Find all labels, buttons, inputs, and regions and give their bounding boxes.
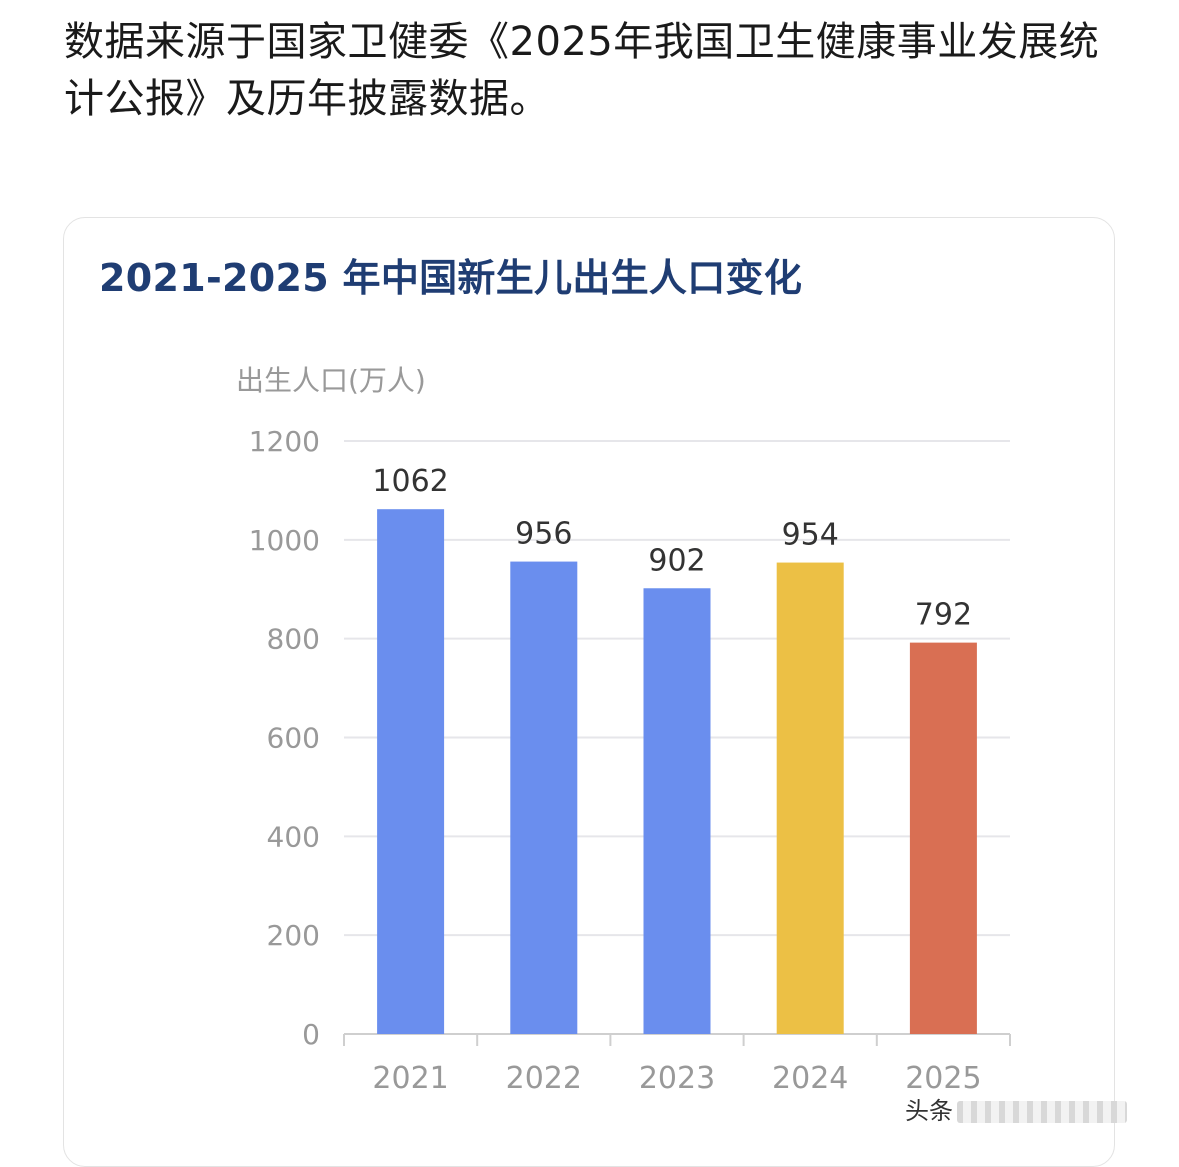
chart-title: 2021-2025 年中国新生儿出生人口变化 <box>99 256 803 300</box>
watermark-blur <box>957 1101 1127 1123</box>
data-label: 1062 <box>372 464 448 499</box>
watermark-text: 头条 <box>905 1097 953 1125</box>
y-tick-label: 800 <box>267 623 320 656</box>
bar <box>643 588 711 1034</box>
data-label: 902 <box>648 543 705 578</box>
y-tick-label: 1200 <box>249 425 320 458</box>
x-tick-label: 2022 <box>506 1061 582 1096</box>
y-axis-label: 出生人口(万人) <box>236 364 426 397</box>
y-tick-label: 1000 <box>249 524 320 557</box>
data-label: 954 <box>782 518 839 553</box>
bar <box>377 509 445 1034</box>
intro-text: 数据来源于国家卫健委《2025年我国卫生健康事业发展统计公报》及历年披露数据。 <box>64 19 1100 122</box>
x-tick-label: 2023 <box>639 1061 715 1096</box>
y-tick-label: 400 <box>267 820 320 853</box>
x-tick-label: 2024 <box>772 1061 848 1096</box>
bar <box>776 562 844 1034</box>
bar <box>510 561 578 1034</box>
data-label: 792 <box>915 598 972 633</box>
y-tick-label: 200 <box>267 919 320 952</box>
x-tick-label: 2021 <box>372 1061 448 1096</box>
y-tick-label: 0 <box>302 1018 320 1051</box>
bar <box>909 642 977 1034</box>
watermark: 头条 <box>905 1096 1127 1126</box>
x-tick-label: 2025 <box>905 1061 981 1096</box>
data-label: 956 <box>515 517 572 552</box>
y-tick-label: 600 <box>267 722 320 755</box>
